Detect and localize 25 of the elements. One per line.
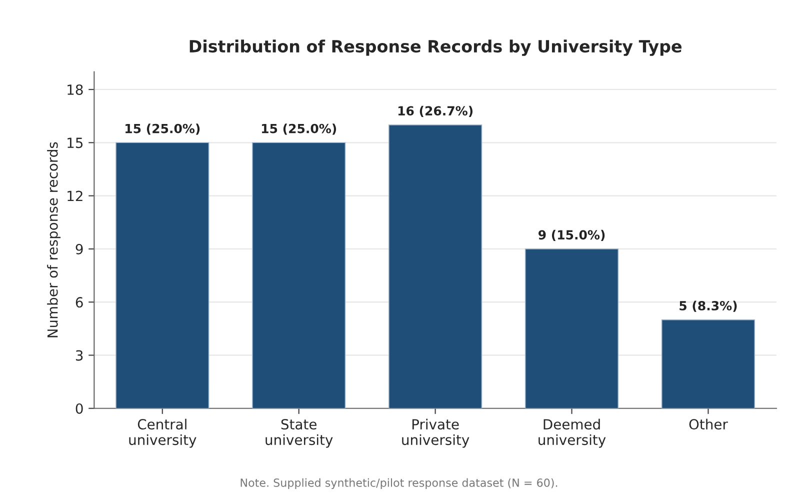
x-tick-label: State university [266,419,333,448]
y-tick-label: 6 [76,297,83,308]
x-tick-label: Central university [129,418,196,448]
y-tick-label: 0 [76,403,83,414]
data-label: 15 (25.0%) [126,124,200,135]
bar [524,248,619,408]
chart-title: Distribution of Response Records by University Type [190,40,682,56]
data-label: 16 (26.7%) [398,106,473,118]
y-tick-label: 18 [68,84,83,95]
bar [252,142,346,408]
y-tick-label: 12 [68,190,82,202]
bar [388,124,482,408]
y-axis-title: Number of response records [47,142,61,338]
bar [661,319,756,408]
x-tick-label: Other [689,418,728,430]
y-tick-label: 9 [76,244,83,254]
y-tick-label: 15 [68,138,83,148]
data-label: 9 (15.0%) [538,230,605,242]
text: Note. Supplied synthetic/pilot response dataset (N = 60). [240,478,558,490]
data-label: 5 (8.3%) [680,300,737,312]
x-tick-label: Deemed university [538,418,606,448]
x-tick-label: Private university [402,418,470,448]
y-tick-label: 3 [76,350,83,361]
bar [116,142,210,408]
data-label: 15 (25.0%) [262,124,336,135]
